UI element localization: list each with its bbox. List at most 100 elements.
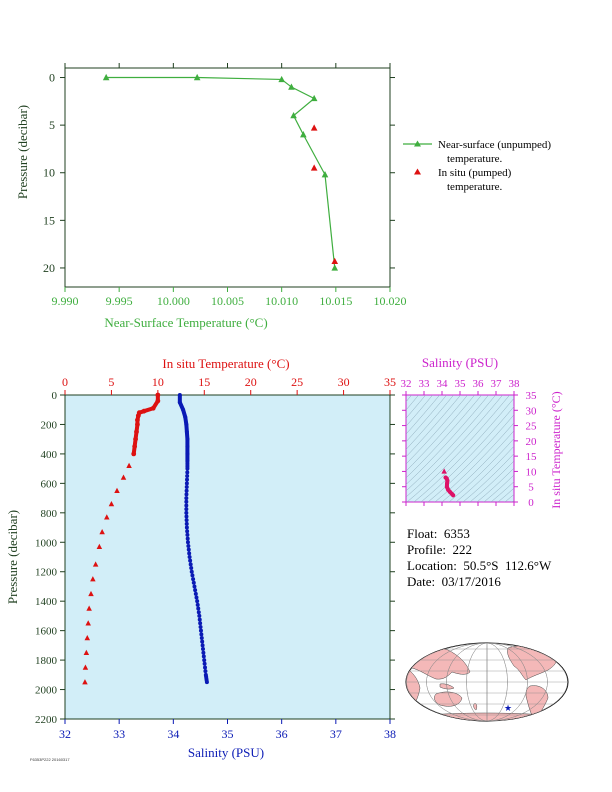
salinity-point [184,496,189,501]
legend-pumped-marker [414,168,421,175]
ts-y-tick-label: 35 [526,390,538,402]
float-location-star-icon: ★ [504,703,512,713]
salinity-point [184,485,189,490]
salinity-point [184,503,189,508]
unpumped-temperature-point [193,73,201,81]
temperature-surface-line [131,395,160,455]
salinity-point [202,658,207,663]
ts-y-label: In situ Temperature (°C) [549,391,563,508]
ts-contour-line [483,474,514,502]
profile-pressure-label: Pressure (decibar) [5,510,20,604]
salinity-point [197,617,202,622]
ts-contour-line [406,395,503,498]
salinity-point [199,636,204,640]
salinity-tick-label: 32 [59,727,71,741]
unpumped-temperature-point [300,131,307,138]
ts-contour-line [406,395,496,492]
temperature-tick-label: 30 [338,375,350,389]
ts-contour-line [497,487,514,502]
salinity-point [194,595,199,600]
salinity-point [191,580,196,585]
near-surface-x-tick-label: 10.000 [157,294,190,308]
temperature-point [108,500,115,507]
salinity-point [184,507,189,512]
pressure-tick-label: 400 [41,449,58,461]
temperature-point [85,620,91,626]
temperature-point [84,635,91,641]
float-location: Location: 50.5°S 112.6°W [407,558,552,573]
profile-number: Profile: 222 [407,542,472,557]
ts-contour-lines [406,395,514,502]
pressure-tick-label: 2200 [35,714,58,726]
near-surface-x-tick-label: 10.015 [319,294,352,308]
ts-contour-line [406,395,489,485]
temperature-point [114,487,120,493]
unpumped-temperature-point [278,75,285,83]
temperature-point [126,462,132,468]
ts-y-tick-label: 25 [526,421,538,433]
salinity-point [191,577,196,582]
salinity-point [201,650,206,655]
salinity-point [196,610,201,615]
salinity-point [186,547,191,552]
salinity-point [192,584,197,589]
legend-pumped-label-line2: temperature. [447,181,503,193]
ts-title: Salinity (PSU) [422,355,498,370]
footer-code: F6353P222 20160317 [30,757,70,762]
salinity-point [184,488,189,493]
ts-contour-line [511,499,514,502]
salinity-point [189,566,194,571]
salinity-point [203,665,208,670]
temperature-point [90,576,96,582]
ts-x-tick-label: 36 [473,378,485,390]
pressure-axis-ticks: 0 200 400 600 800 1000 1200 1400 1600 1800 2000 220… [35,390,395,726]
near-surface-x-tick-label: 10.005 [211,294,244,308]
ts-points [441,468,456,498]
salinity-point [185,540,190,545]
near-surface-y-tick-label: 5 [49,118,55,132]
temperature-point [92,561,99,567]
salinity-surface-line [177,395,190,462]
profile-date: Date: 03/17/2016 [407,574,501,589]
salinity-axis-title: Salinity (PSU) [188,745,264,760]
salinity-point [186,543,191,548]
ts-point [445,478,450,483]
unpumped-temperature-point [102,73,110,81]
temperature-point [88,590,94,597]
salinity-point [196,606,201,611]
salinity-point [187,551,192,556]
salinity-tick-label: 35 [222,727,234,741]
salinity-point [198,628,203,633]
unpumped-temperature-point [321,171,329,178]
salinity-point [184,521,189,526]
salinity-point [198,624,203,629]
salinity-point [187,555,192,559]
salinity-point [184,525,189,530]
unpumped-temperature-point [310,94,318,102]
ts-y-tick-label: 10 [526,466,538,478]
ts-contour-line [406,395,475,472]
salinity-tick-label: 34 [167,727,179,741]
ts-contour-line [462,453,514,502]
salinity-tick-label: 36 [276,727,288,741]
salinity-point [198,621,203,626]
ts-contour-line [476,467,514,502]
near-surface-y-ticks: 0 5 10 15 20 [43,71,395,275]
ts-x-tick-label: 35 [455,378,467,390]
temperature-axis-title: In situ Temperature (°C) [162,356,289,371]
salinity-point [195,599,200,604]
ts-plot-area [405,394,515,503]
float-number: Float: 6353 [407,526,470,541]
salinity-point [200,643,205,648]
pressure-tick-label: 800 [41,508,58,520]
ts-contour-line [406,395,468,465]
near-surface-plot-frame [64,67,391,288]
pressure-tick-label: 1400 [35,596,58,608]
ts-contour-line [469,460,514,502]
ts-x-tick-label: 32 [401,378,412,390]
near-surface-y-label: Pressure (decibar) [15,105,30,199]
salinity-point [184,481,189,486]
ts-y-tick-label: 0 [528,497,534,509]
salinity-point [204,678,209,683]
salinity-tick-label: 38 [384,727,396,741]
